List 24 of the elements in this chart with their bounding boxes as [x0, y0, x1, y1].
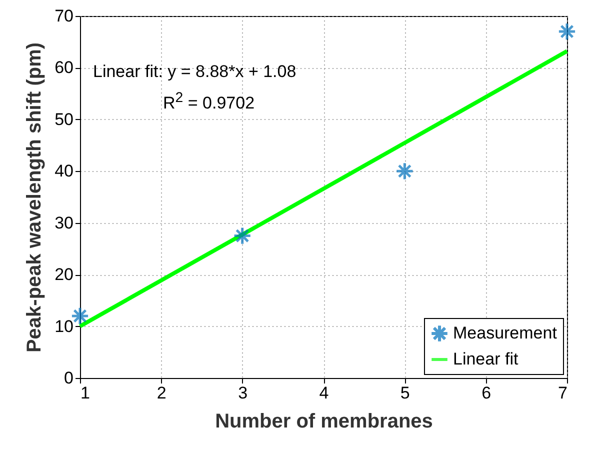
x-tick-label: 5 [400, 384, 410, 402]
x-tick-label: 2 [156, 384, 166, 402]
point [395, 162, 414, 180]
annotation: R$^{2}$ = 0.9702 [163, 90, 255, 114]
x-tick-label: 4 [319, 384, 329, 402]
y-tick-label: 40 [54, 162, 74, 181]
point [558, 22, 576, 41]
y-tick-label: 20 [54, 265, 74, 284]
y-tick-label: 60 [54, 58, 74, 78]
y-tick-label: 10 [54, 316, 74, 336]
legend-label: Linear fit [453, 350, 518, 368]
x-tick-label: 1 [80, 384, 90, 402]
y-tick-label: 0 [64, 368, 74, 388]
y-tick-label: 50 [54, 110, 74, 129]
point [233, 226, 252, 246]
y-axis-title: Peak-peak wavelength shift (pm) [24, 42, 46, 353]
x-axis-title: Number of membranes [215, 410, 433, 432]
legend-label: Measurement [453, 324, 558, 342]
x-tick-label: 3 [238, 384, 248, 402]
y-tick-label: 70 [54, 6, 74, 26]
y-tick-label: 30 [54, 213, 74, 232]
annotation: Linear fit: y = 8.88*x + 1.08 [93, 62, 296, 82]
x-tick-label: 6 [482, 384, 492, 402]
x-tick-label: 7 [558, 384, 568, 402]
